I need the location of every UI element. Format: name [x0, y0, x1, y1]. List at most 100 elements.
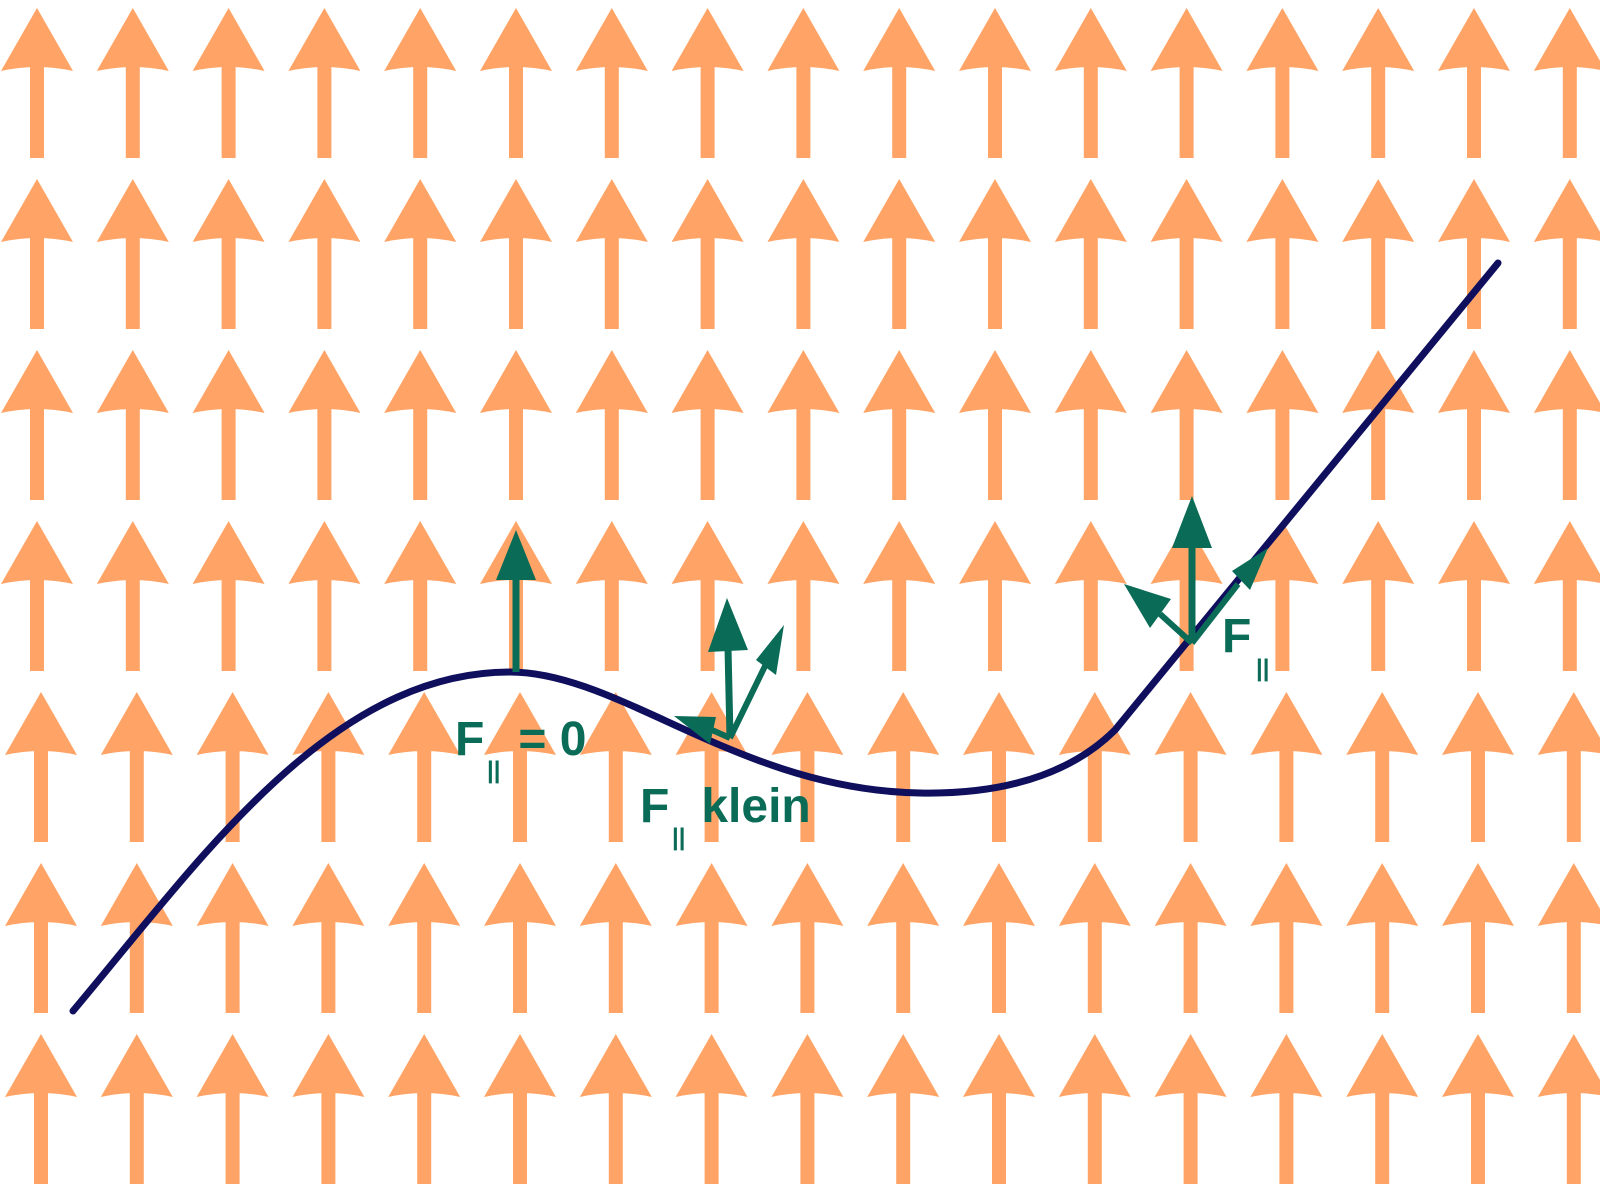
field-arrow: [675, 863, 748, 1013]
field-arrow: [1438, 350, 1510, 500]
field-arrow: [384, 521, 457, 671]
force-arrow-right-normal: [1124, 584, 1195, 646]
field-arrow: [863, 8, 936, 158]
field-arrow: [1, 521, 73, 671]
field-arrow: [959, 350, 1031, 500]
field-arrow: [771, 692, 844, 842]
field-arrow: [292, 1034, 365, 1184]
field-arrow-grid: [1, 8, 1600, 1184]
field-arrow: [192, 521, 265, 671]
field-arrow: [867, 863, 940, 1013]
field-arrow: [292, 863, 365, 1013]
field-arrow: [767, 8, 840, 158]
field-arrow: [579, 692, 652, 842]
field-arrow: [388, 692, 461, 842]
field-arrow: [192, 350, 265, 500]
field-arrow: [671, 350, 744, 500]
field-arrow: [671, 179, 744, 329]
field-arrow: [5, 1034, 77, 1184]
field-arrow: [1246, 179, 1319, 329]
field-arrow: [1342, 350, 1415, 500]
field-arrow: [1438, 8, 1510, 158]
field-arrow: [1058, 692, 1131, 842]
field-arrow: [384, 179, 457, 329]
field-arrow: [771, 1034, 844, 1184]
field-arrow: [575, 8, 648, 158]
field-arrow: [1346, 863, 1419, 1013]
force-arrow-middle-parallel: [674, 716, 732, 744]
field-arrow: [579, 1034, 652, 1184]
field-arrow: [579, 863, 652, 1013]
field-arrow: [1150, 350, 1223, 500]
label-middle-symbol: F: [640, 780, 669, 833]
field-arrow: [1537, 863, 1600, 1013]
field-arrow: [963, 692, 1035, 842]
field-arrow: [1154, 863, 1227, 1013]
force-arrow-middle-total: [708, 598, 748, 739]
field-arrow: [1442, 692, 1514, 842]
field-arrow: [1058, 863, 1131, 1013]
field-arrow: [1246, 350, 1319, 500]
field-arrow: [1438, 179, 1510, 329]
field-arrow: [1346, 1034, 1419, 1184]
field-arrow: [1442, 863, 1514, 1013]
field-arrow: [959, 179, 1031, 329]
field-arrow: [484, 692, 556, 842]
field-arrow: [575, 350, 648, 500]
label-top-subscript: ||: [487, 757, 500, 784]
force-arrow-right-parallel: [1189, 548, 1268, 645]
field-arrow: [771, 863, 844, 1013]
label-top: F || = 0: [455, 713, 586, 784]
field-arrow: [196, 1034, 269, 1184]
field-arrow: [767, 521, 840, 671]
label-middle-suffix: klein: [688, 780, 811, 833]
field-arrow: [484, 863, 556, 1013]
field-arrow: [1246, 8, 1319, 158]
field-arrow: [5, 863, 77, 1013]
field-arrow: [675, 1034, 748, 1184]
field-arrow: [1, 350, 73, 500]
label-right-subscript: ||: [1256, 655, 1269, 682]
field-arrow: [384, 8, 457, 158]
field-arrow: [192, 8, 265, 158]
field-arrow: [196, 863, 269, 1013]
label-right: F ||: [1222, 610, 1269, 682]
field-arrow: [1246, 521, 1319, 671]
field-arrow: [1250, 692, 1323, 842]
field-arrow: [288, 8, 361, 158]
svg-text:F: F: [455, 713, 484, 766]
field-arrow: [1438, 521, 1510, 671]
field-arrow: [1154, 1034, 1227, 1184]
field-arrow: [863, 350, 936, 500]
label-middle: F || klein: [640, 780, 811, 851]
force-arrow-middle-normal: [727, 625, 784, 740]
field-arrow: [767, 350, 840, 500]
field-arrow: [575, 521, 648, 671]
field-arrow: [1250, 1034, 1323, 1184]
field-arrow: [767, 179, 840, 329]
label-top-symbol: F: [455, 713, 484, 766]
field-arrow: [1058, 1034, 1131, 1184]
field-arrow: [671, 8, 744, 158]
field-arrow: [1054, 179, 1127, 329]
field-arrow: [1533, 8, 1600, 158]
label-top-suffix: = 0: [505, 713, 586, 766]
field-arrow: [959, 521, 1031, 671]
field-arrow: [1342, 8, 1415, 158]
field-arrow: [963, 863, 1035, 1013]
field-arrow: [1342, 179, 1415, 329]
field-arrow: [384, 350, 457, 500]
field-arrow: [1533, 350, 1600, 500]
field-arrow: [484, 1034, 556, 1184]
field-arrow: [963, 1034, 1035, 1184]
field-arrow: [1537, 692, 1600, 842]
field-arrow: [867, 1034, 940, 1184]
field-arrow: [575, 179, 648, 329]
field-arrow: [1533, 179, 1600, 329]
label-middle-subscript: ||: [672, 824, 685, 851]
field-arrow: [1150, 8, 1223, 158]
field-arrow: [1533, 521, 1600, 671]
field-arrow: [959, 8, 1031, 158]
field-arrow: [100, 692, 173, 842]
